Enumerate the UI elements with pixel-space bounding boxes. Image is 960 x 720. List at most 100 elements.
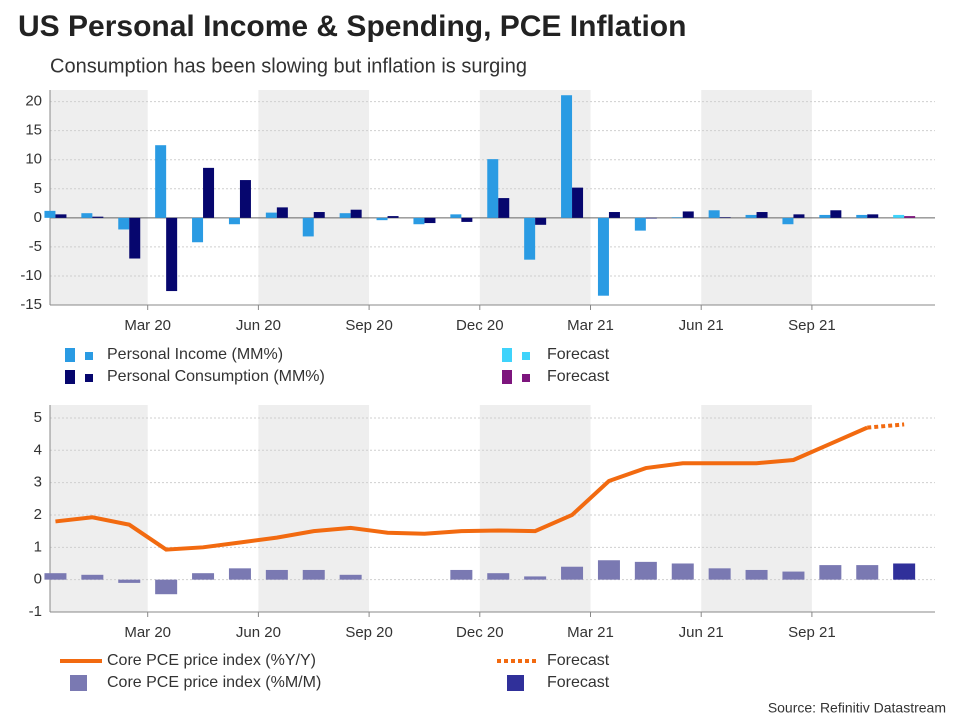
bar: [719, 217, 731, 218]
chart-title: US Personal Income & Spending, PCE Infla…: [18, 10, 686, 43]
bar: [830, 210, 842, 218]
x-tick-label: Mar 21: [567, 624, 614, 641]
bar: [745, 569, 768, 580]
x-tick-label: Sep 20: [345, 624, 393, 641]
bar: [867, 214, 879, 218]
legend-label: Forecast: [547, 368, 610, 385]
x-tick-label: Jun 20: [236, 317, 281, 334]
legend-swatch: [522, 374, 530, 382]
bar: [129, 217, 141, 259]
bar: [608, 212, 620, 218]
x-tick-label: Jun 20: [236, 624, 281, 641]
bar: [203, 167, 215, 218]
bar: [671, 563, 694, 580]
y-tick-label: 1: [34, 538, 42, 555]
bar: [561, 95, 573, 218]
x-tick-label: Mar 20: [124, 624, 171, 641]
legend-swatch: [502, 348, 512, 362]
period-shade: [701, 90, 812, 305]
bar: [893, 563, 916, 580]
bar: [634, 561, 657, 580]
x-tick-label: Jun 21: [679, 317, 724, 334]
bar: [487, 159, 499, 218]
bar: [387, 216, 399, 218]
y-tick-label: 5: [34, 180, 42, 197]
x-tick-label: Dec 20: [456, 624, 504, 641]
bar: [413, 217, 425, 225]
bar: [155, 579, 178, 595]
legend-label: Forecast: [547, 652, 610, 669]
bar: [166, 217, 178, 292]
x-tick-label: Sep 20: [345, 317, 393, 334]
bar: [745, 214, 757, 218]
bar: [856, 214, 868, 218]
y-tick-label: -1: [29, 603, 42, 620]
x-tick-label: Mar 20: [124, 317, 171, 334]
bar: [856, 565, 879, 580]
y-tick-label: 20: [25, 93, 42, 110]
period-shade: [479, 405, 591, 612]
y-tick-label: -15: [20, 296, 42, 313]
forecast-line: [867, 422, 905, 430]
bar: [819, 565, 842, 580]
bar: [634, 217, 646, 231]
bar: [118, 217, 130, 230]
bar: [793, 214, 805, 218]
legend-label: Forecast: [547, 346, 610, 363]
legend-swatch: [507, 675, 524, 691]
bar: [81, 574, 104, 580]
bar: [572, 187, 584, 218]
source-note: Source: Refinitiv Datastream: [768, 700, 946, 716]
period-shade: [258, 405, 370, 612]
x-tick-label: Sep 21: [788, 317, 836, 334]
bar: [893, 214, 905, 218]
legend-swatch: [502, 370, 512, 384]
bar: [708, 210, 720, 218]
bar: [645, 217, 657, 219]
legend-label: Personal Consumption (MM%): [107, 368, 325, 385]
bar: [450, 569, 473, 580]
bar: [450, 214, 462, 218]
bar: [524, 576, 547, 580]
bar: [192, 573, 215, 580]
y-tick-label: 10: [25, 151, 42, 168]
bar: [339, 574, 362, 580]
bar: [498, 198, 510, 218]
x-tick-label: Mar 21: [567, 317, 614, 334]
legend-swatch: [85, 352, 93, 360]
bar: [276, 207, 288, 218]
bar: [192, 217, 204, 243]
x-tick-label: Sep 21: [788, 624, 836, 641]
bar: [239, 180, 251, 218]
legend-swatch: [70, 675, 87, 691]
bar: [92, 216, 104, 218]
bar: [265, 569, 288, 580]
period-shade: [701, 405, 812, 612]
x-tick-label: Jun 21: [679, 624, 724, 641]
legend-label: Personal Income (MM%): [107, 346, 283, 363]
line: [55, 425, 869, 552]
y-tick-label: 2: [34, 506, 42, 523]
bar: [424, 217, 436, 224]
bar: [524, 217, 536, 260]
bar: [376, 217, 388, 221]
bar: [55, 214, 67, 218]
legend-swatch: [85, 374, 93, 382]
legend-swatch: [65, 370, 75, 384]
y-tick-label: 5: [34, 409, 42, 426]
y-tick-label: 15: [25, 122, 42, 139]
bar: [155, 145, 167, 218]
bar: [782, 571, 805, 580]
legend-label: Forecast: [547, 674, 610, 691]
y-tick-label: -5: [29, 238, 42, 255]
period-shade: [50, 90, 148, 305]
bar: [44, 573, 67, 580]
x-tick-label: Dec 20: [456, 317, 504, 334]
bar: [81, 213, 93, 218]
bar: [487, 573, 510, 580]
bar: [461, 217, 473, 222]
bar: [302, 569, 325, 580]
bar: [228, 568, 251, 580]
